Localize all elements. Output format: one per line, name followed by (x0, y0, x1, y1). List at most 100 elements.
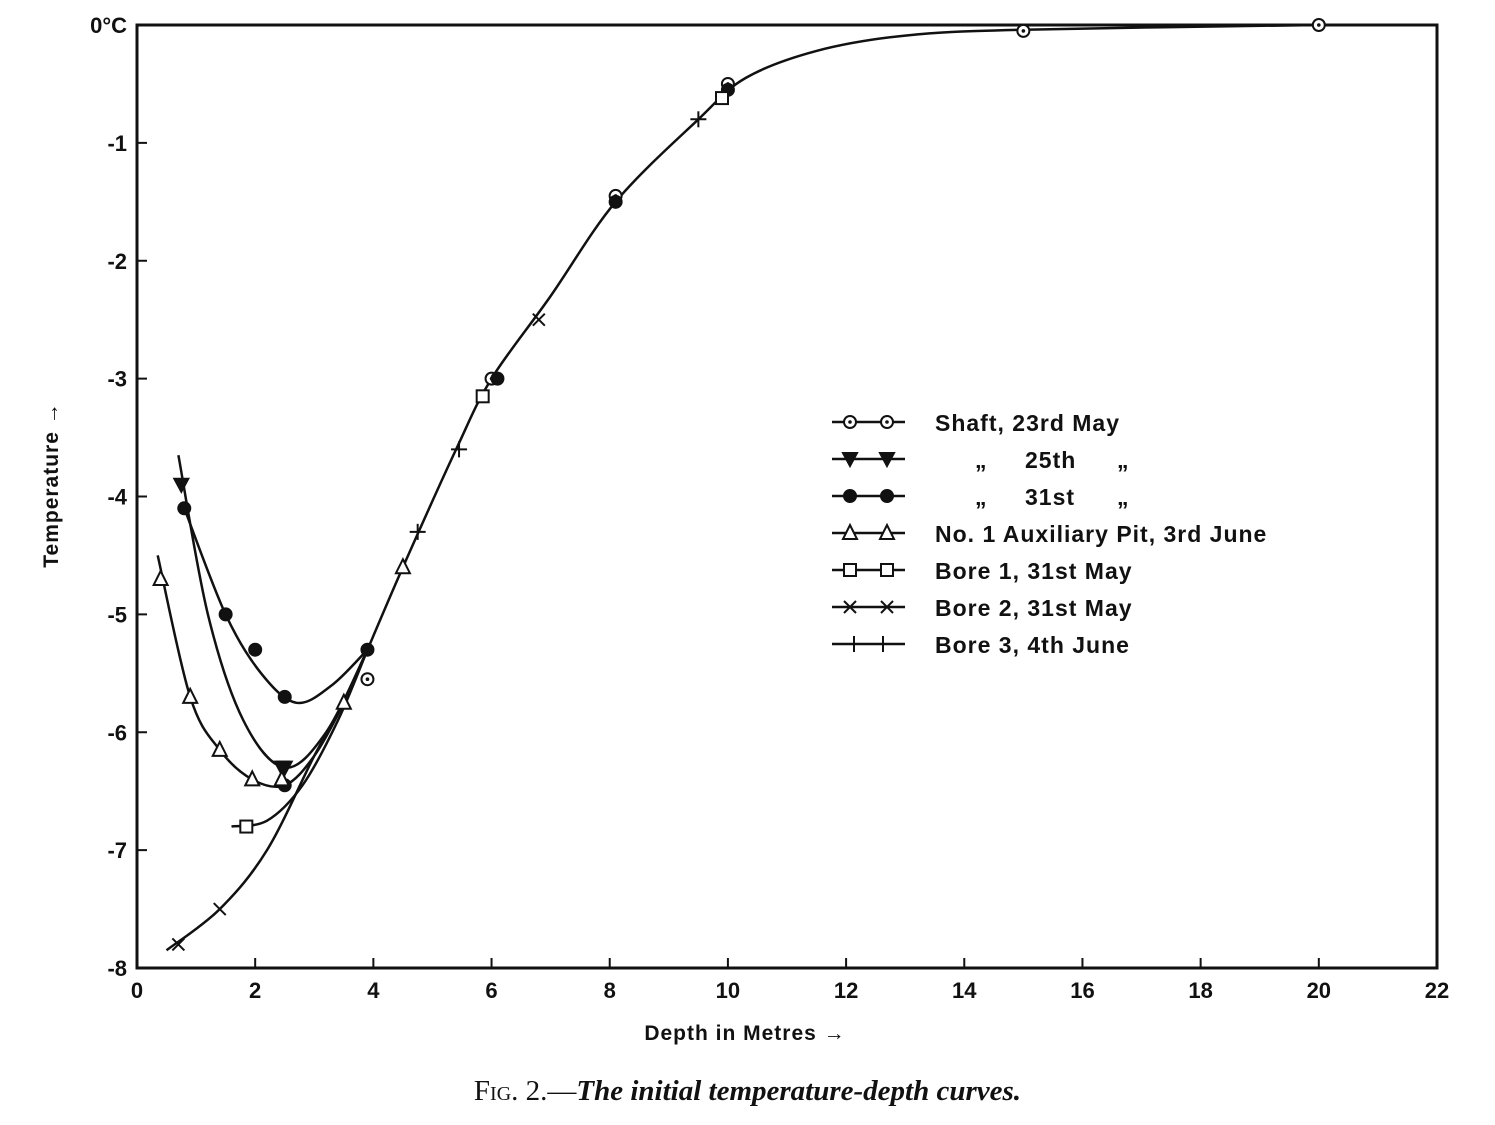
marker-stroke (843, 600, 857, 614)
marker-shape (218, 607, 233, 622)
x-tick-label: 14 (952, 978, 977, 1003)
legend-label-5: Bore 2, 31st May (935, 595, 1133, 621)
data-point-series-2 (177, 501, 192, 516)
legend-marker-right-0 (880, 415, 894, 429)
marker-shape (152, 568, 170, 587)
marker-dot (848, 420, 852, 424)
x-tick-label: 4 (367, 978, 380, 1003)
marker-dot (885, 420, 889, 424)
legend-label-4: Bore 1, 31st May (935, 558, 1133, 584)
data-point-series-3 (273, 769, 291, 787)
marker-shape (880, 563, 894, 577)
marker-shape (841, 452, 859, 469)
marker-shape (608, 194, 623, 209)
data-point-series-2 (490, 371, 505, 386)
marker-stroke (532, 312, 546, 327)
data-point-series-4 (475, 389, 490, 404)
marker-dot (1021, 29, 1026, 33)
data-point-series-5 (171, 937, 186, 952)
legend-ditto-right-2: „ (1117, 484, 1130, 510)
legend-ditto-left-2: „ (975, 484, 988, 510)
data-point-series-3 (335, 692, 353, 710)
legend-marker-left-0 (843, 415, 857, 429)
marker-shape (880, 489, 894, 503)
legend-marker-right-2 (880, 489, 894, 503)
marker-shape (475, 389, 490, 404)
y-tick-label: -6 (107, 720, 127, 745)
x-tick-label: 6 (485, 978, 497, 1003)
main-curve (366, 23, 1319, 651)
marker-shape (211, 739, 229, 757)
data-point-series-1 (276, 760, 294, 777)
legend-ditto-left-1: „ (975, 447, 988, 473)
data-point-series-1 (172, 477, 190, 494)
x-tick-label: 0 (131, 978, 143, 1003)
axis-ticks: 0 2 4 6 8 10 12 14 16 18 20 22 0°C -1 -2 -3 -4 -5 -6 -7 -8 (90, 13, 1449, 1003)
x-tick-label: 8 (604, 978, 616, 1003)
caption-text: The initial temperature-depth curves. (576, 1075, 1022, 1107)
legend-label-0: Shaft, 23rd May (935, 410, 1120, 436)
legend-marker-right-4 (880, 563, 894, 577)
marker-stroke (171, 937, 186, 952)
marker-shape (335, 692, 353, 710)
marker-stroke (213, 902, 227, 916)
data-markers (152, 18, 1326, 952)
marker-shape (177, 501, 192, 516)
figure-caption: Fig. 2.—The initial temperature-depth cu… (0, 1075, 1495, 1108)
y-tick-label: -2 (107, 249, 127, 274)
x-tick-label: 10 (716, 978, 740, 1003)
data-point-series-4 (239, 819, 254, 834)
data-point-series-6 (690, 111, 707, 128)
data-curves (156, 23, 1319, 952)
data-point-series-0 (360, 672, 375, 687)
legend-marker-left-1 (841, 452, 859, 469)
data-point-series-5 (532, 312, 546, 327)
y-tick-label: 0°C (90, 13, 127, 38)
data-point-series-6 (409, 523, 426, 540)
data-point-series-3 (394, 556, 412, 575)
x-tick-label: 2 (249, 978, 261, 1003)
legend-marker-left-6 (846, 636, 862, 652)
data-point-series-0 (1016, 23, 1031, 38)
y-tick-label: -7 (107, 838, 127, 863)
data-point-series-4 (715, 91, 729, 106)
caption-dash: — (547, 1075, 577, 1107)
data-point-series-2 (608, 194, 623, 209)
marker-dot (365, 677, 370, 682)
legend-marker-right-1 (878, 452, 896, 469)
marker-shape (490, 371, 505, 386)
marker-shape (715, 91, 729, 106)
y-tick-label: -3 (107, 367, 127, 392)
y-tick-label: -5 (107, 602, 127, 627)
data-point-series-2 (218, 607, 233, 622)
legend-label-6: Bore 3, 4th June (935, 632, 1130, 658)
x-tick-label: 18 (1188, 978, 1212, 1003)
legend-marker-right-3 (878, 522, 896, 540)
legend-label-3: No. 1 Auxiliary Pit, 3rd June (935, 521, 1267, 547)
legend-marker-right-5 (880, 600, 894, 614)
marker-shape (878, 452, 896, 469)
marker-shape (277, 689, 292, 704)
marker-shape (273, 769, 291, 787)
legend-label-1: 25th (1025, 447, 1076, 473)
x-axis-title: Depth in Metres → (644, 1022, 845, 1045)
marker-shape (843, 489, 857, 503)
data-point-series-5 (213, 902, 227, 916)
data-point-series-3 (181, 686, 199, 704)
marker-shape (843, 563, 857, 577)
plot-frame (135, 23, 1439, 970)
marker-shape (172, 477, 190, 494)
x-tick-label: 20 (1307, 978, 1331, 1003)
x-tick-label: 22 (1425, 978, 1449, 1003)
data-point-series-2 (248, 642, 263, 657)
marker-shape (243, 769, 261, 787)
marker-shape (394, 556, 412, 575)
marker-shape (360, 642, 375, 657)
legend-marker-left-5 (843, 600, 857, 614)
legend-ditto-right-1: „ (1117, 447, 1130, 473)
marker-shape (239, 819, 254, 834)
data-point-series-2 (277, 689, 292, 704)
y-axis-title: Temperature → (40, 402, 63, 568)
x-tick-label: 16 (1070, 978, 1094, 1003)
legend-marker-right-6 (875, 636, 891, 652)
